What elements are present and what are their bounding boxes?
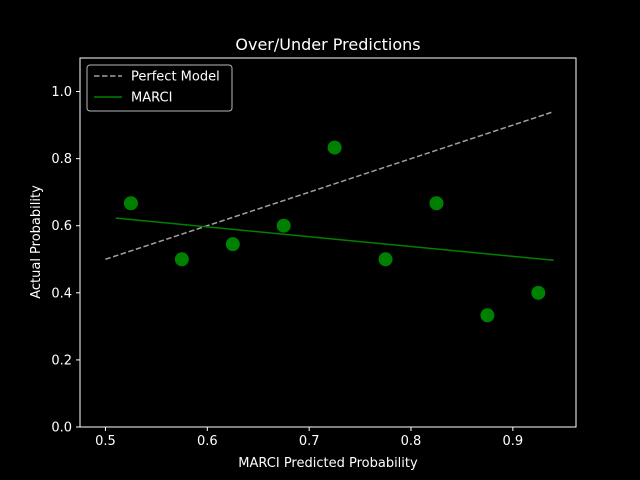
- scatter-point: [225, 237, 240, 252]
- axes-frame: [79, 57, 577, 428]
- y-tick-label: 0.8: [51, 152, 72, 167]
- x-axis-ticks: 0.5 0.6 0.7 0.8 0.9: [95, 427, 523, 449]
- x-tick-label: 0.7: [299, 434, 320, 449]
- y-tick-label: 0.6: [51, 219, 72, 234]
- y-tick-label: 0.4: [51, 286, 72, 301]
- y-tick-label: 0.0: [51, 421, 72, 436]
- scatter-point: [174, 252, 189, 267]
- scatter-point: [429, 196, 444, 211]
- x-tick-label: 0.8: [401, 434, 422, 449]
- x-tick-label: 0.9: [503, 434, 524, 449]
- scatter-point: [531, 285, 546, 300]
- legend-perfect-model-label: Perfect Model: [131, 70, 220, 85]
- marci-line: [115, 217, 554, 262]
- scatter-point: [378, 252, 393, 267]
- y-axis-label: Actual Probability: [29, 185, 44, 299]
- chart-title: Over/Under Predictions: [235, 35, 420, 54]
- scatter-point: [276, 218, 291, 233]
- x-axis-label: MARCI Predicted Probability: [238, 456, 418, 471]
- plot-marks: [105, 110, 554, 323]
- y-tick-label: 1.0: [51, 85, 72, 100]
- x-tick-label: 0.6: [197, 434, 218, 449]
- legend: Perfect Model MARCI: [86, 64, 233, 112]
- legend-box: [86, 64, 233, 112]
- scatter-point: [327, 140, 342, 155]
- y-axis-ticks: 0.0 0.2 0.4 0.6 0.8 1.0: [51, 85, 80, 436]
- legend-marci-label: MARCI: [131, 91, 172, 106]
- x-tick-label: 0.5: [95, 434, 116, 449]
- y-tick-label: 0.2: [51, 353, 72, 368]
- scatter-point: [123, 196, 138, 211]
- scatter-point: [480, 308, 495, 323]
- perfect-model-line: [105, 110, 554, 260]
